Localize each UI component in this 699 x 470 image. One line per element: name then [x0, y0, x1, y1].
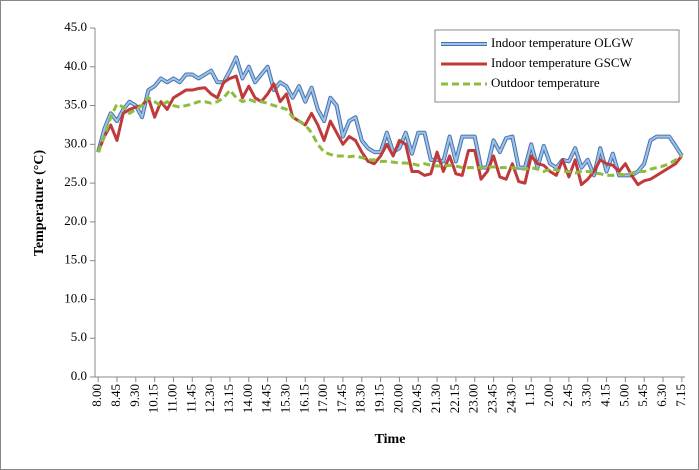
y-tick-label: 15.0	[64, 252, 87, 267]
y-tick-label: 20.0	[64, 213, 87, 228]
x-tick-label: 6.30	[654, 384, 669, 407]
x-tick-label: 19.15	[372, 384, 387, 413]
x-tick-label: 11.45	[183, 384, 198, 413]
legend-label: Outdoor temperature	[491, 75, 600, 90]
x-tick-label: 11.00	[164, 384, 179, 413]
x-tick-label: 14.00	[240, 384, 255, 413]
x-tick-label: 5.00	[616, 384, 631, 407]
x-tick-label: 7.15	[673, 384, 688, 407]
x-tick-label: 20.00	[390, 384, 405, 413]
x-tick-label: 23.45	[485, 384, 500, 413]
y-tick-label: 40.0	[64, 58, 87, 73]
series-line	[97, 56, 683, 177]
x-tick-label: 1.15	[522, 384, 537, 407]
y-tick-label: 10.0	[64, 290, 87, 305]
x-tick-label: 15.30	[277, 384, 292, 413]
x-tick-label: 8.00	[89, 384, 104, 407]
legend-label: Indoor temperature OLGW	[491, 35, 634, 50]
x-tick-label: 21.30	[428, 384, 443, 413]
x-axis-title: Time	[375, 432, 406, 447]
x-tick-label: 8.45	[108, 384, 123, 407]
y-tick-label: 0.0	[71, 368, 87, 383]
y-tick-label: 5.0	[71, 329, 87, 344]
x-tick-label: 17.00	[315, 384, 330, 413]
y-tick-label: 45.0	[64, 19, 87, 34]
y-tick-label: 35.0	[64, 97, 87, 112]
x-tick-label: 10.15	[146, 384, 161, 413]
x-tick-label: 9.30	[127, 384, 142, 407]
x-tick-label: 20.45	[409, 384, 424, 413]
y-tick-label: 25.0	[64, 174, 87, 189]
series-line	[96, 74, 684, 187]
x-tick-label: 17.45	[334, 384, 349, 413]
x-tick-label: 14.45	[259, 384, 274, 413]
x-tick-label: 24.30	[503, 384, 518, 413]
x-tick-label: 22.15	[447, 384, 462, 413]
x-tick-label: 3.30	[579, 384, 594, 407]
x-tick-label: 16.15	[296, 384, 311, 413]
series-line	[96, 88, 683, 177]
x-tick-label: 2.00	[541, 384, 556, 407]
x-tick-label: 13.15	[221, 384, 236, 413]
legend-label: Indoor temperature GSCW	[491, 55, 633, 70]
x-tick-label: 23.00	[466, 384, 481, 413]
x-tick-label: 18.30	[353, 384, 368, 413]
y-tick-label: 30.0	[64, 135, 87, 150]
x-tick-label: 2.45	[560, 384, 575, 407]
x-tick-label: 5.45	[635, 384, 650, 407]
x-tick-label: 12.30	[202, 384, 217, 413]
x-tick-label: 4.15	[598, 384, 613, 407]
y-axis-title: Temperature (°C)	[32, 150, 47, 257]
